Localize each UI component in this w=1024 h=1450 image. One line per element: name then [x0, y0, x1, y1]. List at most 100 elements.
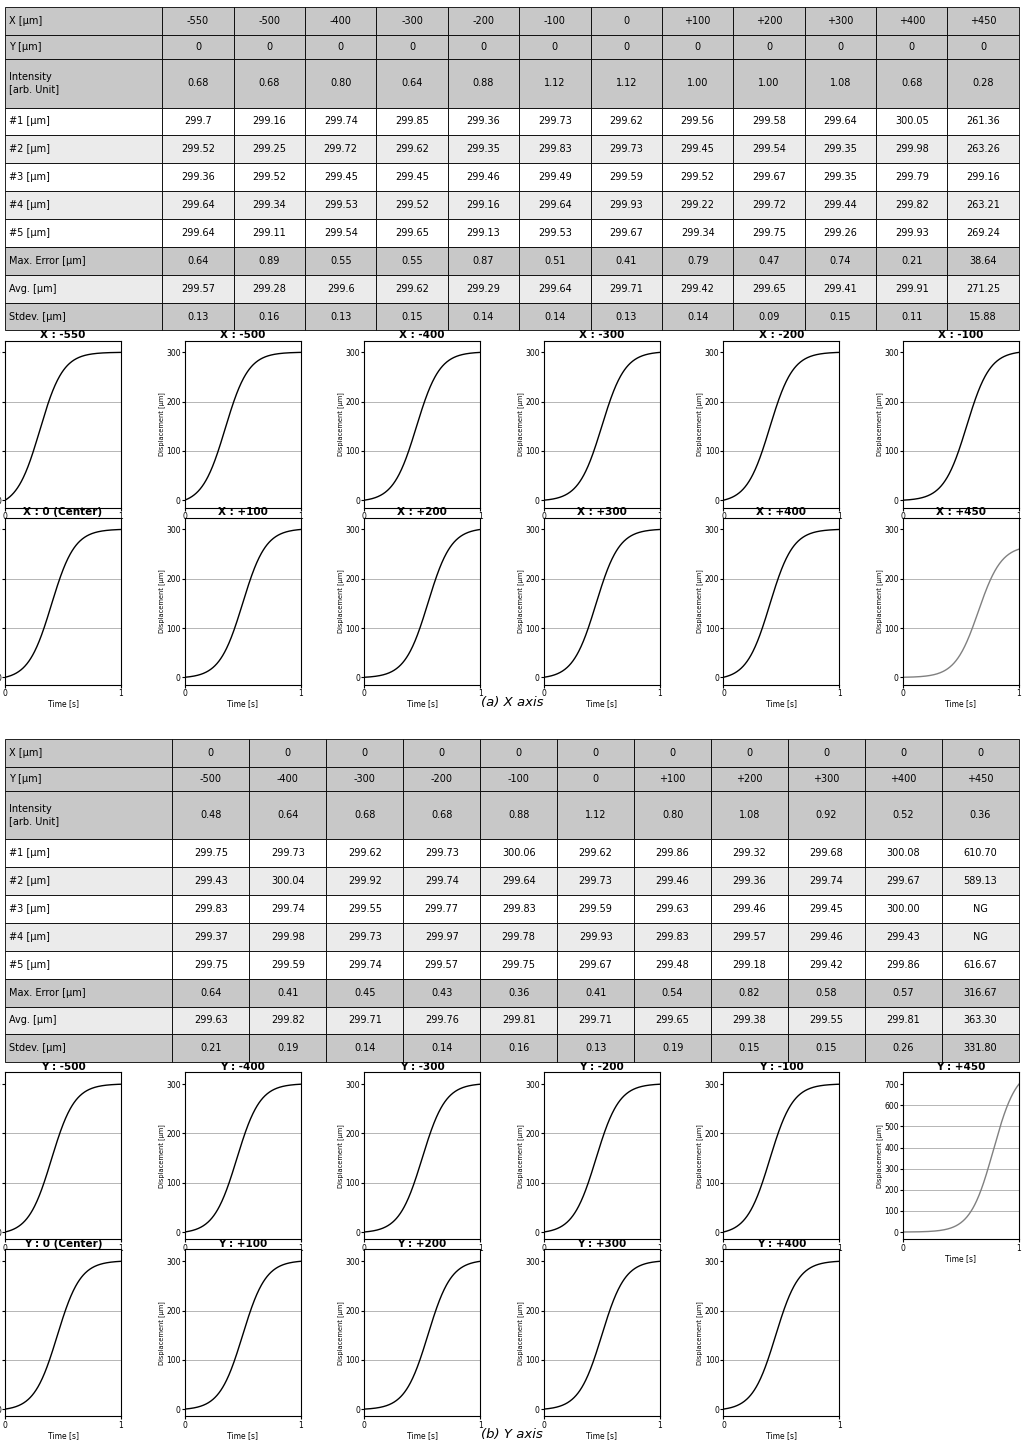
Text: 263.26: 263.26 [967, 145, 1000, 154]
X-axis label: Time [s]: Time [s] [587, 699, 617, 708]
Text: 0.54: 0.54 [662, 987, 683, 998]
Text: 299.13: 299.13 [467, 228, 501, 238]
Text: 0: 0 [516, 748, 522, 758]
Text: 299.16: 299.16 [467, 200, 501, 210]
Bar [865, 1034, 942, 1063]
Bar [377, 135, 447, 164]
Text: 0.26: 0.26 [893, 1044, 914, 1053]
Bar [877, 303, 947, 331]
Bar [634, 951, 711, 979]
Text: 299.26: 299.26 [823, 228, 857, 238]
Bar [733, 303, 805, 331]
Text: #1 [μm]: #1 [μm] [9, 848, 50, 858]
Y-axis label: Displacement [μm]: Displacement [μm] [696, 1301, 703, 1364]
Bar [591, 303, 662, 331]
Bar [172, 740, 250, 767]
Bar [233, 303, 305, 331]
Bar [233, 164, 305, 191]
Bar [5, 191, 162, 219]
Text: 299.74: 299.74 [425, 876, 459, 886]
Bar [877, 219, 947, 246]
Text: 589.13: 589.13 [964, 876, 997, 886]
Text: 299.83: 299.83 [538, 145, 571, 154]
Text: 363.30: 363.30 [964, 1015, 997, 1025]
Bar [662, 191, 733, 219]
Bar [591, 247, 662, 274]
Bar [233, 135, 305, 164]
Text: Max. Error [μm]: Max. Error [μm] [9, 255, 86, 265]
Text: +450: +450 [967, 774, 993, 784]
Text: 299.46: 299.46 [732, 903, 766, 914]
Text: 0: 0 [624, 16, 630, 26]
Text: 0.21: 0.21 [901, 255, 923, 265]
Bar [480, 895, 557, 924]
Text: 299.36: 299.36 [732, 876, 766, 886]
Text: 610.70: 610.70 [964, 848, 997, 858]
Bar [591, 135, 662, 164]
Text: 38.64: 38.64 [970, 255, 997, 265]
Text: 0: 0 [980, 42, 986, 52]
Title: Y : +400: Y : +400 [757, 1238, 806, 1248]
Bar [947, 164, 1019, 191]
Bar [480, 790, 557, 840]
Text: 299.82: 299.82 [271, 1015, 305, 1025]
Title: Y : -400: Y : -400 [220, 1061, 265, 1072]
Bar [711, 1006, 788, 1034]
Text: 0.41: 0.41 [615, 255, 637, 265]
X-axis label: Time [s]: Time [s] [47, 1254, 79, 1263]
Title: X : -400: X : -400 [399, 329, 445, 339]
Text: 299.54: 299.54 [324, 228, 357, 238]
Title: X : +200: X : +200 [397, 507, 447, 516]
Bar [711, 951, 788, 979]
Bar [327, 1006, 403, 1034]
Bar [942, 767, 1019, 790]
Text: 0.15: 0.15 [829, 312, 851, 322]
Bar [865, 767, 942, 790]
Text: 15.88: 15.88 [970, 312, 997, 322]
Bar [5, 790, 172, 840]
Bar [403, 767, 480, 790]
Text: 299.67: 299.67 [579, 960, 612, 970]
Text: 263.21: 263.21 [967, 200, 1000, 210]
Text: -400: -400 [276, 774, 299, 784]
Text: Stdev. [μm]: Stdev. [μm] [9, 312, 66, 322]
Bar [662, 107, 733, 135]
Bar [662, 303, 733, 331]
Text: 299.62: 299.62 [395, 284, 429, 294]
Text: Avg. [μm]: Avg. [μm] [9, 1015, 56, 1025]
Text: 299.64: 299.64 [538, 200, 571, 210]
Text: 299.91: 299.91 [895, 284, 929, 294]
Bar [733, 35, 805, 59]
Bar [634, 867, 711, 895]
Bar [5, 107, 162, 135]
Text: Avg. [μm]: Avg. [μm] [9, 284, 56, 294]
Text: 299.52: 299.52 [681, 173, 715, 183]
Y-axis label: Displacement [μm]: Displacement [μm] [696, 1124, 703, 1188]
Bar [634, 1034, 711, 1063]
Text: 299.65: 299.65 [752, 284, 786, 294]
Text: (a) X axis: (a) X axis [480, 696, 544, 709]
Text: 0.14: 0.14 [687, 312, 709, 322]
Text: 299.63: 299.63 [194, 1015, 227, 1025]
Text: 299.73: 299.73 [271, 848, 305, 858]
Bar [233, 274, 305, 303]
Bar [403, 740, 480, 767]
Bar [447, 135, 519, 164]
Text: 299.62: 299.62 [395, 145, 429, 154]
X-axis label: Time [s]: Time [s] [766, 1254, 797, 1263]
Bar [805, 274, 877, 303]
Bar [305, 164, 377, 191]
Text: (b) Y axis: (b) Y axis [481, 1428, 543, 1441]
Text: -550: -550 [187, 16, 209, 26]
Bar [634, 740, 711, 767]
X-axis label: Time [s]: Time [s] [47, 1431, 79, 1440]
Text: 0: 0 [361, 748, 368, 758]
Bar [865, 740, 942, 767]
Bar [634, 840, 711, 867]
Bar [877, 247, 947, 274]
Bar [805, 303, 877, 331]
Text: 300.04: 300.04 [271, 876, 304, 886]
Bar [865, 895, 942, 924]
Bar [805, 219, 877, 246]
Text: 299.65: 299.65 [395, 228, 429, 238]
